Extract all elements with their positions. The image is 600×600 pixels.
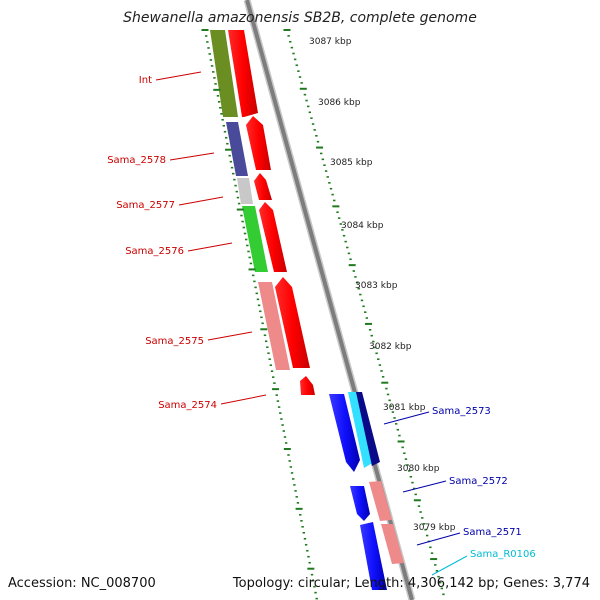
leader-line [416,532,461,546]
scale-label: 3079 kbp [413,523,456,533]
scale-label: 3080 kbp [397,464,440,474]
scale-label: 3087 kbp [309,37,352,47]
cds-reverse-2 [350,486,370,521]
cds-forward-1 [228,30,258,117]
cds-forward-2 [246,116,271,170]
leader-line [383,411,430,425]
leader-line [187,242,233,252]
scale-label: 3086 kbp [318,98,361,108]
cds-reverse-1 [329,394,360,472]
leader-line [155,71,202,81]
topology-summary: Topology: circular; Length: 4,306,142 bp… [232,576,590,591]
cog-block-pink [258,282,290,370]
scale-label: 3081 kbp [383,403,426,413]
outer-tick-track [283,29,445,596]
cds-forward-6 [300,376,315,395]
gene-label-sama-2574: Sama_2574 [158,400,217,411]
scale-label: 3084 kbp [341,221,384,231]
scale-label: 3085 kbp [330,158,373,168]
gene-label-int: Int [139,75,152,86]
gene-label-sama-2571: Sama_2571 [463,527,522,538]
cog-block-gray [237,178,253,204]
cog-block-pink-3 [381,524,404,564]
map-title: Shewanella amazonensis SB2B, complete ge… [123,10,477,26]
gene-label-sama-2575: Sama_2575 [145,336,204,347]
inner-tick-track [201,29,318,600]
leader-line [431,555,468,576]
gene-label-sama-r0106: Sama_R0106 [470,549,536,560]
cds-forward-5 [275,277,310,368]
cog-block-olive [210,30,238,117]
scale-label: 3083 kbp [355,281,398,291]
cog-block-pink-2 [369,481,392,521]
cog-block-navy [226,122,248,176]
accession-label: Accession: NC_008700 [8,576,156,591]
leader-line [178,196,224,206]
leader-line [207,331,253,341]
leader-line [220,394,267,405]
gene-label-sama-2577: Sama_2577 [116,200,175,211]
gene-label-sama-2573: Sama_2573 [432,406,491,417]
leader-line [402,480,447,493]
cds-reverse-1-edge [356,392,380,466]
cds-forward-4 [259,202,287,272]
gene-label-sama-2578: Sama_2578 [107,155,166,166]
cds-reverse-1-rna [348,392,374,468]
gene-label-sama-2576: Sama_2576 [125,246,184,257]
cds-forward-3 [254,173,272,200]
gene-label-sama-2572: Sama_2572 [449,476,508,487]
cog-block-green [242,206,268,272]
scale-label: 3082 kbp [369,342,412,352]
cds-reverse-3 [360,522,387,590]
leader-line [169,152,215,161]
